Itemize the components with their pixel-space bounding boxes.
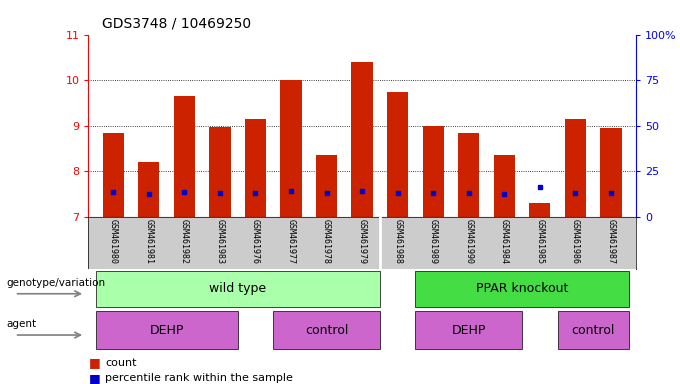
Bar — [209, 127, 231, 217]
Text: GSM461981: GSM461981 — [144, 218, 153, 263]
Text: GSM461985: GSM461985 — [535, 218, 544, 263]
Text: GSM461987: GSM461987 — [607, 218, 615, 263]
Text: GSM461978: GSM461978 — [322, 218, 331, 263]
Bar — [280, 80, 302, 217]
Bar — [95, 271, 380, 307]
Text: GSM461983: GSM461983 — [216, 218, 224, 263]
Text: GSM461977: GSM461977 — [286, 218, 296, 263]
Bar — [458, 132, 479, 217]
Text: count: count — [105, 358, 137, 368]
Bar — [564, 119, 586, 217]
Bar — [352, 62, 373, 217]
Text: control: control — [305, 324, 348, 337]
Text: ■: ■ — [88, 372, 100, 384]
Bar — [245, 119, 266, 217]
Text: GSM461989: GSM461989 — [428, 218, 438, 263]
Bar — [529, 203, 551, 217]
Text: genotype/variation: genotype/variation — [7, 278, 106, 288]
Bar — [415, 311, 522, 349]
Bar — [173, 96, 195, 217]
Text: control: control — [571, 324, 615, 337]
Text: GSM461986: GSM461986 — [571, 218, 580, 263]
Text: GSM461982: GSM461982 — [180, 218, 189, 263]
Text: GSM461988: GSM461988 — [393, 218, 402, 263]
Bar — [138, 162, 160, 217]
Text: GSM461984: GSM461984 — [500, 218, 509, 263]
Bar — [422, 126, 444, 217]
Bar — [387, 91, 408, 217]
Bar — [316, 156, 337, 217]
Bar — [273, 311, 380, 349]
Bar — [494, 156, 515, 217]
Text: GSM461990: GSM461990 — [464, 218, 473, 263]
Text: DEHP: DEHP — [452, 324, 486, 337]
Text: percentile rank within the sample: percentile rank within the sample — [105, 373, 293, 383]
Text: agent: agent — [7, 319, 37, 329]
Bar — [415, 271, 629, 307]
Bar — [558, 311, 629, 349]
Text: GSM461979: GSM461979 — [358, 218, 367, 263]
Text: wild type: wild type — [209, 283, 267, 295]
Bar — [600, 128, 622, 217]
Text: DEHP: DEHP — [150, 324, 184, 337]
Text: GSM461980: GSM461980 — [109, 218, 118, 263]
Text: GSM461976: GSM461976 — [251, 218, 260, 263]
Text: PPAR knockout: PPAR knockout — [476, 283, 568, 295]
Bar — [103, 132, 124, 217]
Bar — [95, 311, 238, 349]
Text: GDS3748 / 10469250: GDS3748 / 10469250 — [102, 17, 251, 31]
Text: ■: ■ — [88, 356, 100, 369]
